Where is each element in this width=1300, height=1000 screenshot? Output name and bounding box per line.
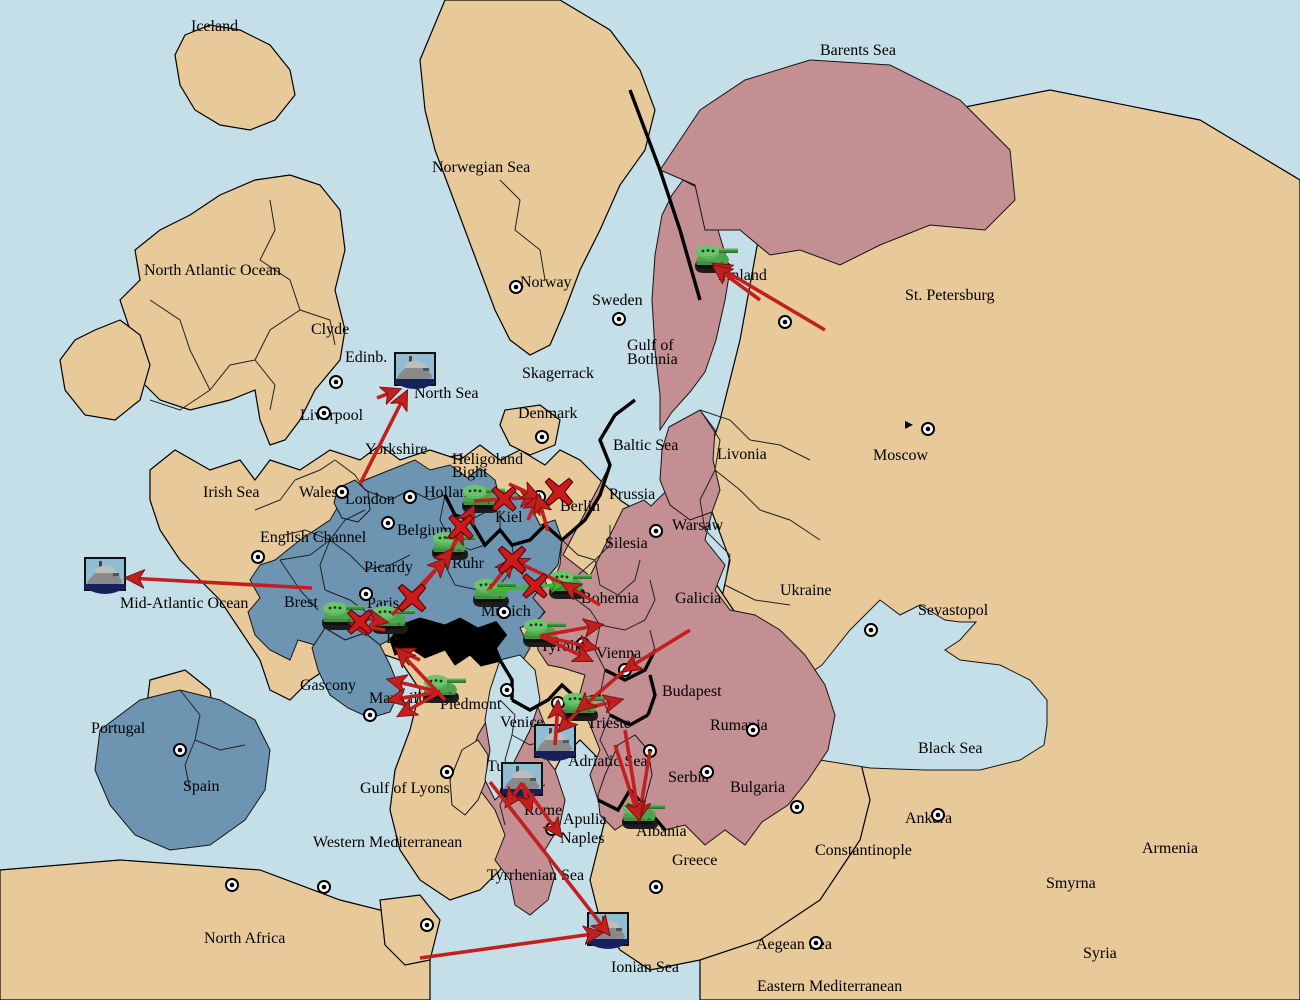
svg-text:Vienna: Vienna [596,645,641,662]
svg-text:Armenia: Armenia [1142,840,1198,857]
svg-text:Ankara: Ankara [905,810,952,827]
svg-text:Norway: Norway [520,274,572,291]
svg-text:Sevastopol: Sevastopol [918,602,989,619]
svg-text:Bulgaria: Bulgaria [730,779,785,796]
svg-text:▸: ▸ [905,416,913,433]
svg-text:Liverpool: Liverpool [300,407,364,424]
svg-text:Bight: Bight [452,464,488,481]
svg-text:Warsaw: Warsaw [672,517,724,534]
svg-text:Norwegian Sea: Norwegian Sea [432,159,530,176]
svg-text:Budapest: Budapest [662,683,722,700]
svg-text:English Channel: English Channel [260,529,367,546]
svg-text:Apulia: Apulia [563,811,607,828]
svg-text:North Africa: North Africa [204,930,285,947]
svg-text:St. Petersburg: St. Petersburg [905,287,994,304]
svg-text:North Atlantic Ocean: North Atlantic Ocean [144,262,281,279]
svg-text:Ukraine: Ukraine [780,582,832,599]
svg-text:Syria: Syria [1083,945,1117,962]
svg-text:Spain: Spain [183,778,219,795]
svg-text:Sweden: Sweden [592,292,643,309]
svg-text:Gascony: Gascony [300,677,356,694]
svg-text:Brest: Brest [284,594,318,611]
svg-text:Smyrna: Smyrna [1046,875,1096,892]
svg-text:Kiel: Kiel [495,509,523,526]
svg-text:Black Sea: Black Sea [918,740,982,757]
svg-text:Constantinople: Constantinople [815,842,912,859]
svg-text:Naples: Naples [560,830,604,847]
svg-text:Barents Sea: Barents Sea [820,42,896,59]
svg-text:Moscow: Moscow [873,447,929,464]
svg-text:Galicia: Galicia [675,590,721,607]
svg-text:Clyde: Clyde [311,321,349,338]
svg-text:Mid-Atlantic Ocean: Mid-Atlantic Ocean [120,595,248,612]
svg-text:Picardy: Picardy [364,559,413,576]
svg-text:Eastern Mediterranean: Eastern Mediterranean [757,978,902,995]
svg-text:Greece: Greece [672,852,717,869]
svg-text:Irish Sea: Irish Sea [203,484,259,501]
svg-text:Bothnia: Bothnia [627,351,678,368]
svg-text:Skagerrack: Skagerrack [522,365,594,382]
svg-text:Iceland: Iceland [191,18,238,35]
svg-text:Gulf of Lyons: Gulf of Lyons [360,780,450,797]
svg-text:Denmark: Denmark [518,405,578,422]
svg-text:Portugal: Portugal [91,720,146,737]
svg-text:Ionian Sea: Ionian Sea [611,959,679,976]
svg-text:Adriatic Sea: Adriatic Sea [568,753,648,770]
svg-text:Baltic Sea: Baltic Sea [613,437,678,454]
svg-text:Edinb.: Edinb. [345,349,387,366]
svg-text:Prussia: Prussia [609,486,655,503]
svg-text:Livonia: Livonia [717,446,767,463]
svg-text:London: London [345,491,395,508]
svg-text:Silesia: Silesia [605,535,648,552]
svg-text:Western Mediterranean: Western Mediterranean [313,834,462,851]
svg-text:Wales: Wales [299,484,338,501]
